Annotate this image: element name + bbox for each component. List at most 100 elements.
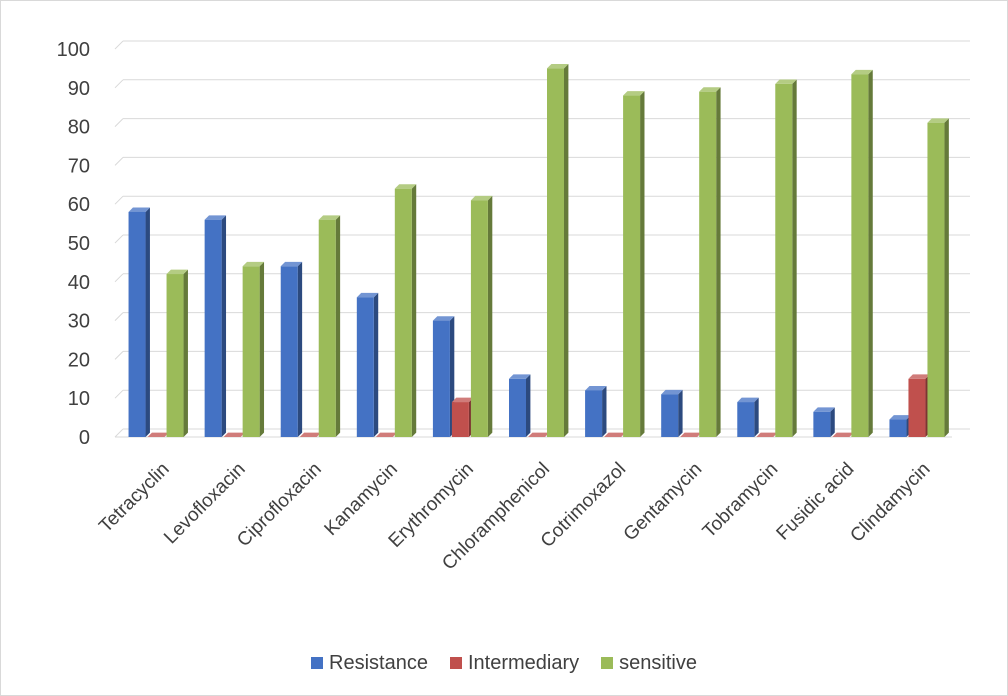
bar-top [927,118,949,123]
gridline-depth [114,40,124,50]
y-tick-label: 30 [68,311,90,333]
bar-resistance [661,389,683,437]
bar-front [204,219,222,437]
bar-resistance [432,316,455,437]
bar-front [470,200,488,437]
bar-front [242,266,260,437]
bar-front [585,390,603,437]
bar-top [223,432,246,437]
bar-intermediary [604,432,626,437]
bar-side [221,215,227,437]
gridline-depth [114,157,124,166]
bar-top [147,432,169,437]
bar-top [832,432,854,437]
bar-intermediary [223,432,246,437]
bar-top [509,374,531,379]
bar-top [528,432,550,437]
bar-resistance [813,407,835,437]
bar-intermediary [908,374,930,437]
bar-resistance [356,292,379,437]
bar-side [716,87,721,437]
bar-side [259,261,265,437]
bar-top [356,292,379,298]
bar-side [792,79,797,438]
bar-top [280,261,303,267]
bar-sensitive [623,91,645,437]
bar-top [299,432,322,437]
legend-swatch-resistance [311,657,324,669]
y-tick-label: 60 [68,194,90,216]
bar-sensitive [927,118,949,437]
bar-top [680,432,702,437]
bar-intermediary [756,432,778,437]
bar-side [183,269,188,437]
bars [128,64,949,438]
bar-top [699,87,721,92]
y-tick-label: 100 [57,39,90,61]
legend-label-intermediary: Intermediary [467,651,580,674]
bar-sensitive [775,79,797,438]
legend-swatch-intermediary [449,657,462,669]
bar-top [128,207,150,212]
bar-side [944,118,949,437]
bar-sensitive [242,261,265,437]
bar-front [813,411,831,437]
gridline-depth [114,234,124,244]
bar-sensitive [851,69,873,437]
bar-top [470,195,493,201]
bar-sensitive [547,64,569,438]
bar-top [451,397,474,403]
gridline-depth [114,312,124,321]
bar-top [166,269,188,275]
bar-top [604,432,626,437]
y-tick-label: 20 [68,349,90,371]
bar-front [432,320,450,437]
bar-front [623,95,641,437]
bar-front [318,219,336,437]
bar-resistance [509,374,531,437]
bar-side [487,195,493,437]
bar-front [889,419,907,437]
bar-front [280,266,298,437]
legend-label-sensitive: sensitive [619,651,697,674]
bar-top [432,316,455,321]
gridline-depth [114,351,124,360]
bar-top [756,432,778,437]
bar-intermediary [680,432,702,437]
bar-front [509,378,526,437]
bar-front [737,402,755,437]
bar-resistance [585,386,607,437]
bar-top [318,215,341,220]
bar-intermediary [147,432,169,437]
bar-resistance [128,207,150,437]
bar-top [851,69,873,75]
bar-top [375,432,398,437]
bar-resistance [889,415,911,437]
bar-front [699,91,717,438]
x-tick-label: Gentamycin [620,459,707,546]
bar-intermediary [451,397,474,437]
bar-sensitive [166,269,188,437]
x-tick-label: Clindamycin [846,459,934,547]
bar-top [242,261,265,267]
y-tick-label: 10 [68,388,90,410]
legend-item-intermediary: Intermediary [449,651,580,675]
bar-front [775,83,793,438]
bar-top [585,386,607,391]
y-axis-tick-labels: 0 10 20 30 40 50 60 70 80 90 100 [57,39,90,449]
bar-intermediary [528,432,550,437]
y-tick-label: 40 [68,272,90,294]
bar-side [564,64,569,437]
x-axis-category-labels: TetracyclinLevofloxacinCiprofloxacinKana… [95,459,934,575]
bar-top [775,79,797,84]
bar-top [889,415,911,420]
x-tick-label: Tetracyclin [95,459,173,537]
y-tick-label: 70 [68,155,90,177]
bar-intermediary [832,432,854,437]
bar-side [830,407,835,437]
gridline-depth [114,79,124,89]
bar-side [868,69,873,437]
bar-front [451,402,469,437]
bar-front [356,297,374,437]
bar-chart: 0 10 20 30 40 50 60 70 80 90 100 TetracyclinLevofl… [57,39,970,575]
